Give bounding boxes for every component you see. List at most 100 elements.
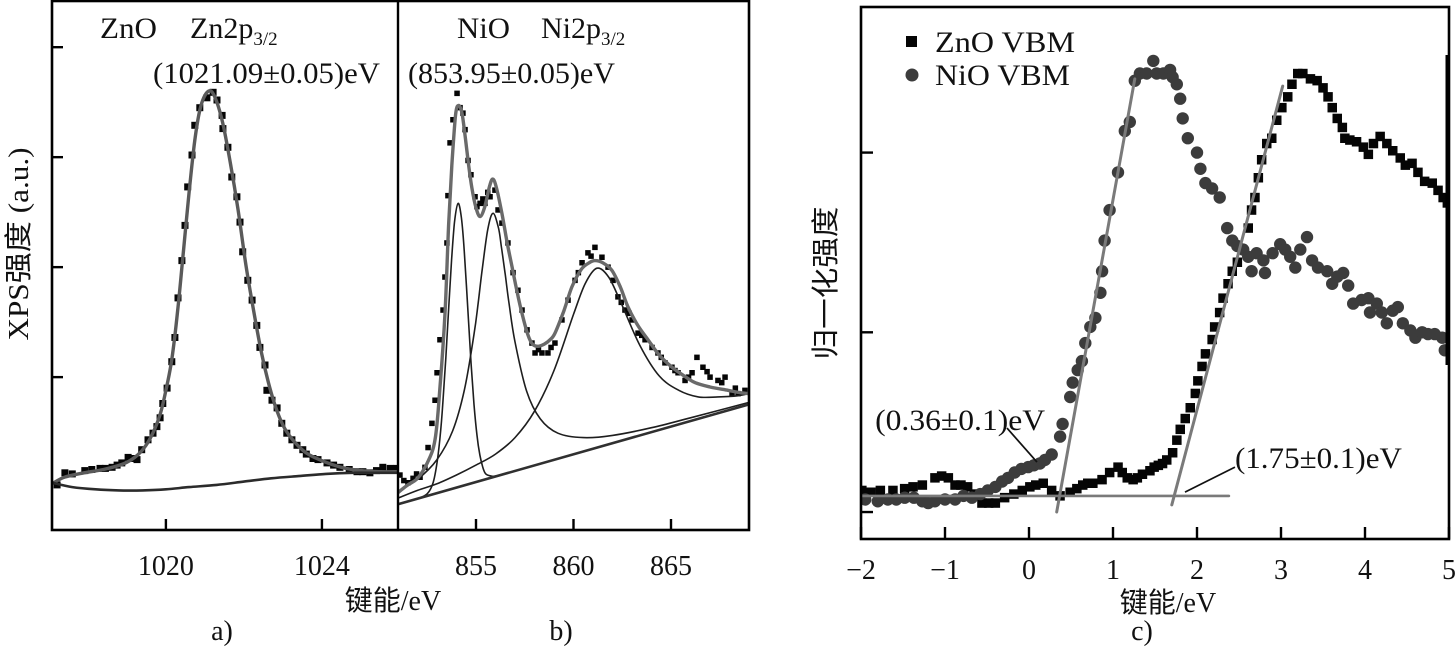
data-point-circle (1064, 390, 1077, 404)
data-point-circle (1174, 92, 1187, 105)
data-point-square (943, 473, 954, 483)
data-point-square (410, 475, 416, 482)
x-tick-label: 3 (1274, 555, 1288, 586)
data-point-square (545, 350, 551, 356)
data-point-square (552, 340, 558, 346)
data-point-square (61, 469, 69, 477)
data-point-square (1287, 79, 1297, 89)
data-point-square (1197, 361, 1207, 372)
data-point-square (1318, 83, 1328, 93)
series-envelope (398, 103, 749, 495)
data-point-square (729, 390, 735, 397)
data-point-square (1017, 485, 1027, 496)
data-point-square (1172, 435, 1182, 445)
x-tick-label: 860 (553, 551, 595, 582)
data-point-square (700, 364, 706, 370)
data-point-square (1132, 473, 1143, 483)
data-point-circle (1363, 306, 1377, 319)
data-point-square (1038, 478, 1048, 488)
chart-a-sample-label: ZnO (100, 12, 157, 45)
data-point-square (133, 456, 141, 464)
data-point-square (704, 368, 710, 375)
legend-label-zno-vbm: ZnO VBM (935, 26, 1075, 59)
legend-item-zno-vbm: ZnO VBM (906, 26, 1075, 59)
data-point-square (1340, 133, 1350, 143)
data-point-square (626, 310, 632, 317)
data-point-square (1072, 483, 1082, 494)
chart-b-ni2p-spectrum: 855 860 865 NiO Ni2p3/2 (853.95±0.05)eV (398, 12, 749, 582)
chart-c-data-layer (861, 54, 1449, 514)
data-point-square (990, 498, 1001, 508)
data-point-square (413, 471, 420, 477)
data-point-circle (1147, 54, 1160, 68)
data-point-square (983, 498, 994, 508)
data-point-square (535, 346, 542, 353)
data-point-circle (1342, 279, 1355, 292)
data-point-square (1407, 158, 1417, 169)
data-point-circle (1181, 132, 1195, 145)
data-point-square (1185, 403, 1195, 413)
x-tick-label: 1 (1106, 555, 1120, 586)
data-point-square (1413, 167, 1423, 178)
data-point-square (1382, 138, 1392, 149)
linear-fit-line (1055, 77, 1137, 514)
data-point-square (732, 385, 739, 391)
data-point-square (861, 485, 867, 496)
component-line (398, 212, 749, 493)
data-point-circle (1266, 247, 1279, 260)
data-point-circle (1436, 331, 1449, 344)
panel-label-b: b) (549, 616, 572, 647)
data-point-circle (1289, 261, 1302, 274)
data-point-square (1419, 176, 1430, 187)
series-component (398, 202, 497, 505)
annotation-label: (1.75±0.1)eV (1235, 442, 1402, 475)
data-point-square (1113, 462, 1123, 472)
data-point-square (124, 453, 132, 461)
chart-b-sample-label: NiO (457, 12, 510, 45)
data-point-circle (1337, 266, 1350, 280)
data-point-circle (1176, 112, 1189, 125)
data-point-square (386, 464, 394, 472)
data-point-square (682, 377, 688, 384)
data-point-square (499, 220, 505, 226)
data-point-square (599, 254, 605, 260)
data-point-square (694, 354, 700, 361)
data-point-square (1395, 153, 1405, 163)
component-line (398, 267, 749, 499)
data-point-square (492, 187, 498, 193)
data-point-square (936, 471, 947, 481)
panel-label-a: a) (211, 616, 233, 647)
data-point-circle (1300, 230, 1314, 244)
x-tick-label: 0 (1022, 555, 1036, 586)
series-component (398, 267, 749, 499)
data-point-square (639, 332, 645, 339)
chart-a-y-axis-label: XPS强度 (a.u.) (3, 148, 35, 341)
chart-c-axes-layer: −2 −1 0 1 2 3 4 5 (0.36±0.1)eV (1.75±0.1)eV (846, 151, 1455, 586)
chart-b-peak-position-label: (853.95±0.05)eV (408, 57, 615, 90)
chart-c-vbm-spectrum: −2 −1 0 1 2 3 4 5 (0.36±0.1)eV (1.75±0.1)eV ZnO V… (810, 5, 1455, 647)
data-point-square (610, 277, 616, 284)
chart-a-data-layer (52, 88, 398, 492)
data-point-circle (1190, 146, 1204, 159)
data-point-square (1031, 480, 1041, 490)
data-point-square (1218, 293, 1228, 303)
data-point-circle (1380, 317, 1394, 330)
data-point-square (642, 337, 648, 343)
data-point-square (579, 260, 585, 266)
x-tick-label: −1 (930, 555, 960, 586)
legend-item-nio-vbm: NiO VBM (905, 59, 1070, 92)
data-point-square (1438, 192, 1448, 203)
annotation-leader-line (1006, 427, 1038, 463)
data-point-square (908, 482, 918, 492)
data-point-square (1083, 478, 1093, 488)
series-background (52, 471, 398, 492)
series-linear-fit (1055, 77, 1137, 514)
data-point-square (81, 467, 89, 475)
data-point-square (1200, 349, 1211, 359)
data-point-square (956, 480, 966, 490)
chart-b-axes-layer: 855 860 865 (455, 519, 692, 582)
linear-fit-line (1170, 84, 1285, 507)
data-point-square (1250, 192, 1260, 203)
data-point-square (425, 444, 431, 451)
